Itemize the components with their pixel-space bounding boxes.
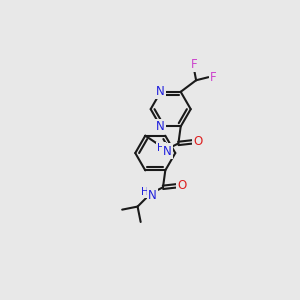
Text: H: H bbox=[157, 143, 165, 153]
Text: O: O bbox=[193, 135, 202, 148]
Text: N: N bbox=[163, 145, 172, 158]
Text: H: H bbox=[141, 187, 149, 197]
Text: F: F bbox=[190, 58, 197, 70]
Text: N: N bbox=[156, 85, 165, 98]
Text: N: N bbox=[148, 188, 157, 202]
Text: F: F bbox=[210, 71, 216, 84]
Text: N: N bbox=[156, 120, 165, 133]
Text: O: O bbox=[178, 179, 187, 192]
